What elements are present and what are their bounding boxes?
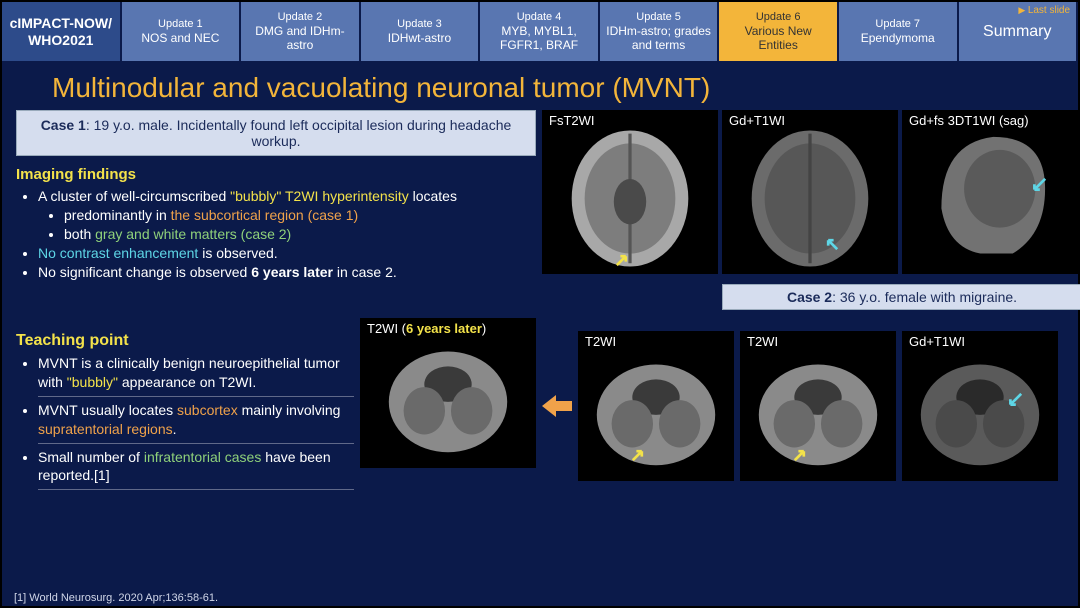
page-title: Multinodular and vacuolating neuronal tu… xyxy=(2,62,1078,110)
case1-banner: Case 1: 19 y.o. male. Incidentally found… xyxy=(16,110,536,156)
cerebellum-axial-icon xyxy=(579,332,733,480)
brain-sag-icon xyxy=(903,111,1077,273)
tab-sup: Update 1 xyxy=(158,18,203,31)
case2-text: : 36 y.o. female with migraine. xyxy=(832,289,1017,305)
top-scan-row: FsT2WI Gd+T1WI Gd+fs 3DT1WI (sag) xyxy=(542,110,1080,274)
arrow-cyan-icon xyxy=(1005,392,1023,410)
finding-item: A cluster of well-circumscribed "bubbly"… xyxy=(38,187,536,244)
tab-label: IDHm-astro; grades and terms xyxy=(604,24,714,53)
tab-update7[interactable]: Update 7 Ependymoma xyxy=(839,2,959,61)
scan-gdt1wi: Gd+T1WI xyxy=(722,110,898,274)
scan-t2wi-a: T2WI xyxy=(578,331,734,481)
scan-label: FsT2WI xyxy=(549,113,595,128)
arrow-cyan-icon xyxy=(1029,177,1047,195)
scan-gdfs3dt1wi: Gd+fs 3DT1WI (sag) xyxy=(902,110,1078,274)
tab-update6[interactable]: Update 6 Various New Entities xyxy=(719,2,839,61)
teaching-row: Teaching point MVNT is a clinically beni… xyxy=(16,318,536,494)
scan-label: T2WI xyxy=(585,334,616,349)
case1-bold: Case 1 xyxy=(41,117,86,133)
tab-update3[interactable]: Update 3 IDHwt-astro xyxy=(361,2,481,61)
tab-label: cIMPACT-NOW/ xyxy=(10,15,112,32)
arrow-yellow-icon xyxy=(615,249,633,267)
tab-label: IDHwt-astro xyxy=(388,31,451,45)
scan-label: T2WI (6 years later) xyxy=(367,321,486,336)
imaging-heading: Imaging findings xyxy=(16,166,536,183)
tab-summary[interactable]: Last slide Summary xyxy=(959,2,1079,61)
tab-sup: Update 3 xyxy=(397,18,442,31)
scan-label: Gd+T1WI xyxy=(909,334,965,349)
tab-label: DMG and IDHm-astro xyxy=(245,24,355,53)
teaching-block: Teaching point MVNT is a clinically beni… xyxy=(16,328,354,494)
cerebellum-axial-icon xyxy=(903,332,1057,480)
teaching-item: MVNT usually locates subcortex mainly in… xyxy=(38,401,354,444)
bottom-scan-row: T2WI T2WI Gd+T1WI xyxy=(542,318,1080,494)
arrow-yellow-icon xyxy=(631,444,649,462)
left-column: Case 1: 19 y.o. male. Incidentally found… xyxy=(16,110,536,314)
tab-update1[interactable]: Update 1 NOS and NEC xyxy=(122,2,242,61)
scan-label: T2WI xyxy=(747,334,778,349)
arrow-left-icon xyxy=(542,391,572,421)
scan-label: Gd+fs 3DT1WI (sag) xyxy=(909,113,1029,128)
finding-item: No contrast enhancement is observed. xyxy=(38,244,536,263)
scan-label: Gd+T1WI xyxy=(729,113,785,128)
tab-update5[interactable]: Update 5 IDHm-astro; grades and terms xyxy=(600,2,720,61)
teaching-heading: Teaching point xyxy=(16,332,354,350)
case1-text: : 19 y.o. male. Incidentally found left … xyxy=(86,117,511,149)
tab-label: Summary xyxy=(983,22,1051,41)
finding-item: No significant change is observed 6 year… xyxy=(38,263,536,282)
tab-update2[interactable]: Update 2 DMG and IDHm-astro xyxy=(241,2,361,61)
cerebellum-axial-icon xyxy=(741,332,895,480)
case2-bold: Case 2 xyxy=(787,289,832,305)
tab-sup: Update 6 xyxy=(756,11,801,24)
tab-label: NOS and NEC xyxy=(141,31,219,45)
scan-gdt1wi-b: Gd+T1WI xyxy=(902,331,1058,481)
tab-label: Various New Entities xyxy=(723,24,833,53)
tab-label: WHO2021 xyxy=(28,32,93,49)
tab-sup: Update 4 xyxy=(517,11,562,24)
arrow-cyan-icon xyxy=(821,233,839,251)
tab-sup: Update 7 xyxy=(875,18,920,31)
scan-fst2wi: FsT2WI xyxy=(542,110,718,274)
cerebellum-axial-icon xyxy=(361,319,535,467)
teaching-item: MVNT is a clinically benign neuroepithel… xyxy=(38,354,354,397)
teaching-item: Small number of infratentorial cases hav… xyxy=(38,448,354,491)
brain-axial-icon xyxy=(723,111,897,273)
tab-label: MYB, MYBL1, FGFR1, BRAF xyxy=(484,24,594,53)
finding-sub: both gray and white matters (case 2) xyxy=(64,225,536,244)
six-year-scan: T2WI (6 years later) xyxy=(360,318,536,468)
tab-update4[interactable]: Update 4 MYB, MYBL1, FGFR1, BRAF xyxy=(480,2,600,61)
tab-home[interactable]: cIMPACT-NOW/ WHO2021 xyxy=(2,2,122,61)
tab-sup: Update 5 xyxy=(636,11,681,24)
top-tabs: cIMPACT-NOW/ WHO2021 Update 1 NOS and NE… xyxy=(2,2,1078,62)
finding-sub: predominantly in the subcortical region … xyxy=(64,206,536,225)
last-slide-link[interactable]: Last slide xyxy=(1018,5,1070,17)
reference-footer: [1] World Neurosurg. 2020 Apr;136:58-61. xyxy=(14,592,218,604)
imaging-findings: Imaging findings A cluster of well-circu… xyxy=(16,162,536,281)
right-column-top: FsT2WI Gd+T1WI Gd+fs 3DT1WI (sag) xyxy=(542,110,1080,314)
tab-label: Ependymoma xyxy=(861,31,935,45)
main-grid: Case 1: 19 y.o. male. Incidentally found… xyxy=(2,110,1078,494)
arrow-yellow-icon xyxy=(793,444,811,462)
tab-sup: Update 2 xyxy=(278,11,323,24)
case2-banner: Case 2: 36 y.o. female with migraine. xyxy=(722,284,1080,310)
scan-t2wi-b: T2WI xyxy=(740,331,896,481)
